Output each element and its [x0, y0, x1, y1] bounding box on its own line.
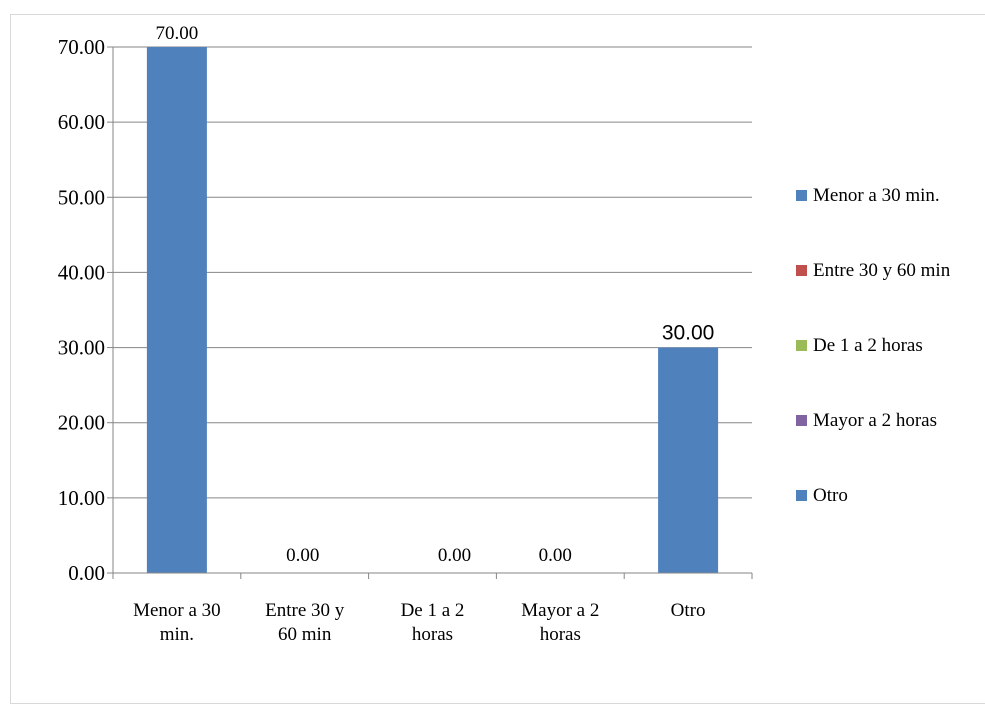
y-tick-label: 10.00 [58, 486, 105, 510]
x-category-label: Mayor a 2 horas [521, 600, 599, 645]
x-category-label: Menor a 30 min. [133, 600, 221, 645]
gridlines [113, 46, 752, 499]
bars [146, 47, 719, 573]
data-labels: 70.00 0.00 0.00 0.00 30.00 [156, 23, 715, 566]
y-tick-label: 70.00 [58, 35, 105, 59]
x-category-label: Entre 30 y 60 min [265, 600, 345, 645]
y-tick-label: 40.00 [58, 260, 105, 284]
axes: 0.00 10.00 20.00 30.00 40.00 50.00 60.00 70.00 M… [58, 35, 753, 645]
data-label: 30.00 [662, 322, 715, 345]
legend-swatch [796, 340, 807, 351]
legend-swatch [796, 265, 807, 276]
legend-swatch [796, 490, 807, 501]
y-tick-label: 60.00 [58, 110, 105, 134]
legend-label: Otro [813, 485, 848, 506]
data-label: 70.00 [156, 23, 199, 44]
legend-label: Menor a 30 min. [813, 185, 940, 206]
bar [658, 347, 719, 573]
bar [146, 47, 207, 573]
data-label: 0.00 [286, 545, 319, 566]
legend-swatch [796, 415, 807, 426]
legend: Menor a 30 min. Entre 30 y 60 min De 1 a 2… [796, 185, 951, 506]
x-category-label: De 1 a 2 horas [401, 600, 465, 645]
data-label: 0.00 [438, 545, 471, 566]
y-tick-label: 0.00 [68, 561, 105, 585]
y-tick-label: 30.00 [58, 336, 105, 360]
legend-swatch [796, 190, 807, 201]
data-label: 0.00 [539, 545, 572, 566]
legend-label: De 1 a 2 horas [813, 335, 923, 356]
x-category-label: Otro [671, 600, 706, 621]
legend-label: Mayor a 2 horas [813, 410, 937, 431]
y-tick-label: 50.00 [58, 185, 105, 209]
legend-label: Entre 30 y 60 min [813, 260, 951, 281]
y-tick-label: 20.00 [58, 411, 105, 435]
